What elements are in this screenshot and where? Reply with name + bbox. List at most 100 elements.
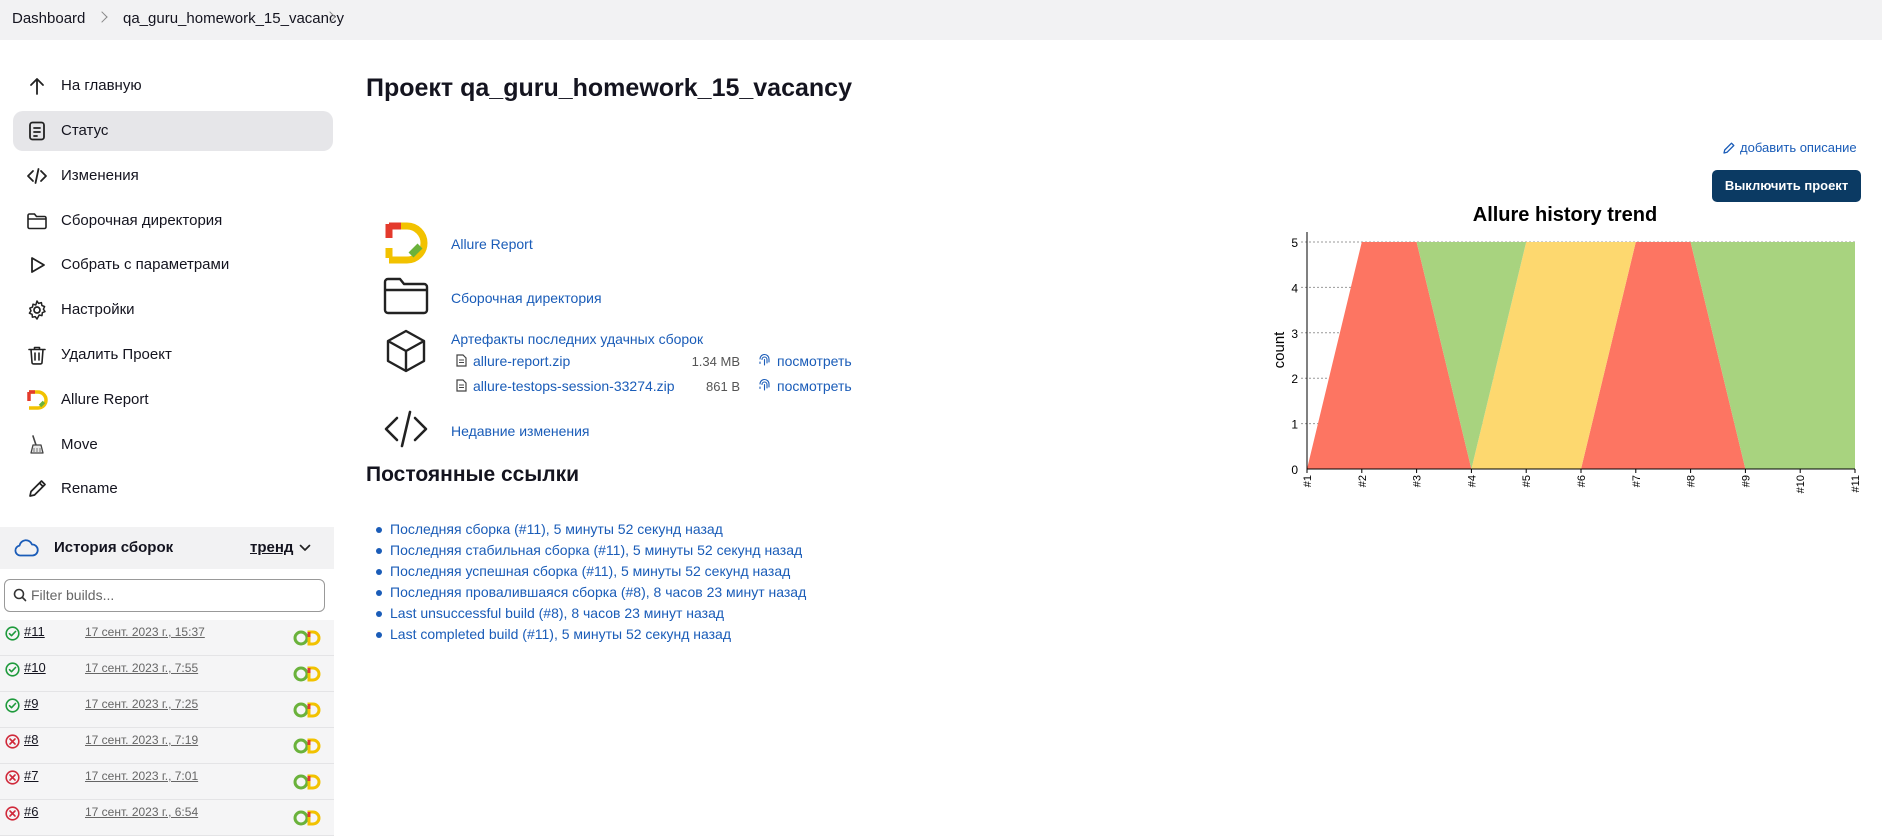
- build-date-link[interactable]: 17 сент. 2023 г., 7:19: [85, 733, 199, 747]
- add-description-link[interactable]: добавить описание: [1740, 140, 1857, 155]
- sidebar-item-label: Настройки: [61, 301, 135, 318]
- permalink-last-build[interactable]: Последняя сборка (#11), 5 минуты 52 секу…: [390, 521, 723, 537]
- sidebar-item-allure-report[interactable]: Allure Report: [13, 380, 333, 420]
- build-number-link[interactable]: #7: [24, 768, 39, 783]
- list-item: Последняя успешная сборка (#11), 5 минут…: [375, 561, 806, 582]
- allure-logo-icon: [385, 222, 428, 264]
- list-item: Последняя провалившаяся сборка (#8), 8 ч…: [375, 582, 807, 603]
- sidebar-item-label: Move: [61, 436, 98, 453]
- build-row[interactable]: #9 17 сент. 2023 г., 7:25: [0, 692, 334, 728]
- build-row[interactable]: #10 17 сент. 2023 г., 7:55: [0, 656, 334, 692]
- pencil-icon[interactable]: [1722, 141, 1736, 155]
- trend-link[interactable]: тренд: [250, 539, 294, 556]
- fingerprint-icon[interactable]: [758, 353, 771, 367]
- sidebar-item-move[interactable]: Move: [13, 425, 333, 465]
- artifact-view-link[interactable]: посмотреть: [777, 353, 852, 369]
- artifact-link[interactable]: allure-testops-session-33274.zip: [473, 378, 675, 394]
- document-icon: [29, 121, 45, 141]
- allure-trend-svg: Allure history trend count 0 1 2 3 4 5 #1 #2 #3 #…: [1271, 204, 1862, 493]
- build-date-link[interactable]: 17 сент. 2023 г., 7:01: [85, 769, 199, 783]
- allure-report-link[interactable]: Allure Report: [451, 236, 533, 252]
- breadcrumb-project[interactable]: qa_guru_homework_15_vacancy: [123, 10, 344, 27]
- sidebar-item-rename[interactable]: Rename: [13, 469, 333, 509]
- permalink-last-completed[interactable]: Last completed build (#11), 5 минуты 52 …: [390, 626, 731, 642]
- sidebar-item-delete-project[interactable]: Удалить Проект: [13, 335, 333, 375]
- allure-badge-icon[interactable]: [292, 773, 322, 791]
- permalink-last-stable[interactable]: Последняя стабильная сборка (#11), 5 мин…: [390, 542, 803, 558]
- permalink-last-unsuccessful[interactable]: Last unsuccessful build (#8), 8 часов 23…: [390, 605, 725, 621]
- allure-badge-icon[interactable]: [292, 737, 322, 755]
- build-date-link[interactable]: 17 сент. 2023 г., 6:54: [85, 805, 199, 819]
- broom-icon: [30, 435, 44, 454]
- sidebar-item-workspace[interactable]: Сборочная директория: [13, 201, 333, 241]
- chart-x-tick-label: #1: [1302, 475, 1314, 487]
- sidebar-item-home[interactable]: На главную: [13, 66, 333, 106]
- build-date-link[interactable]: 17 сент. 2023 г., 7:55: [85, 661, 199, 675]
- allure-badge-icon[interactable]: [292, 809, 322, 827]
- build-row[interactable]: #6 17 сент. 2023 г., 6:54: [0, 800, 334, 836]
- filter-builds-input[interactable]: [31, 584, 316, 606]
- build-number-link[interactable]: #9: [24, 696, 39, 711]
- build-number-link[interactable]: #10: [24, 660, 46, 675]
- sidebar-item-changes[interactable]: Изменения: [13, 156, 333, 196]
- failed-icon: [5, 770, 20, 785]
- list-item: Last completed build (#11), 5 минуты 52 …: [375, 624, 806, 645]
- disable-project-button[interactable]: Выключить проект: [1712, 170, 1861, 202]
- workspace-link[interactable]: Сборочная директория: [451, 290, 602, 306]
- artifact-view-link[interactable]: посмотреть: [777, 378, 852, 394]
- chart-title: Allure history trend: [1473, 204, 1657, 226]
- trash-icon: [28, 346, 46, 365]
- chart-areas: [1307, 242, 1855, 469]
- permalink-last-successful[interactable]: Последняя успешная сборка (#11), 5 минут…: [390, 563, 791, 579]
- folder-icon: [27, 213, 47, 230]
- success-icon: [5, 662, 20, 677]
- chart-x-tick-label: #11: [1850, 475, 1862, 493]
- build-row[interactable]: #8 17 сент. 2023 г., 7:19: [0, 728, 334, 764]
- sidebar-item-label: Статус: [61, 122, 109, 139]
- play-icon: [31, 257, 45, 273]
- sidebar-item-label: Allure Report: [61, 391, 149, 408]
- sidebar-item-label: На главную: [61, 77, 142, 94]
- allure-badge-icon[interactable]: [292, 629, 322, 647]
- code-icon: [27, 168, 47, 184]
- chart-x-tick-label: #5: [1521, 475, 1533, 487]
- chart-x-tick-label: #7: [1631, 475, 1643, 487]
- file-icon: [456, 379, 467, 392]
- list-item: Последняя стабильная сборка (#11), 5 мин…: [375, 540, 806, 561]
- sidebar-item-settings[interactable]: Настройки: [13, 290, 333, 330]
- chart-area-broken: [1307, 242, 1855, 469]
- arrow-up-icon: [30, 78, 44, 95]
- chevron-down-icon[interactable]: [299, 543, 311, 553]
- fingerprint-icon[interactable]: [758, 378, 771, 392]
- sidebar-item-status[interactable]: Статус: [13, 111, 333, 151]
- allure-badge-icon[interactable]: [292, 665, 322, 683]
- sidebar-item-label: Изменения: [61, 167, 139, 184]
- folder-icon: [383, 277, 429, 315]
- chart-y-tick-label: 3: [1291, 327, 1298, 341]
- chart-x-tick-label: #2: [1357, 475, 1369, 487]
- sidebar-item-label: Собрать с параметрами: [61, 256, 230, 273]
- build-number-link[interactable]: #6: [24, 804, 39, 819]
- allure-badge-icon[interactable]: [292, 701, 322, 719]
- permalink-last-failed[interactable]: Последняя провалившаяся сборка (#8), 8 ч…: [390, 584, 807, 600]
- chart-x-tick-label: #10: [1795, 475, 1807, 493]
- package-icon: [386, 329, 426, 373]
- build-history-title: История сборок: [54, 539, 174, 556]
- build-number-link[interactable]: #11: [24, 624, 45, 639]
- build-row[interactable]: #11 17 сент. 2023 г., 15:37: [0, 620, 334, 656]
- build-history-header: История сборок тренд: [0, 527, 334, 569]
- gear-icon: [28, 300, 46, 320]
- build-date-link[interactable]: 17 сент. 2023 г., 15:37: [85, 625, 205, 639]
- allure-trend-chart[interactable]: Allure history trend count 0 1 2 3 4 5 #1 #2 #3 #…: [1262, 198, 1862, 508]
- artifact-link[interactable]: allure-report.zip: [473, 353, 571, 369]
- chart-x-tick-label: #9: [1740, 475, 1752, 487]
- breadcrumb-dashboard[interactable]: Dashboard: [12, 10, 86, 27]
- breadcrumb: Dashboard qa_guru_homework_15_vacancy: [0, 0, 1882, 40]
- build-number-link[interactable]: #8: [24, 732, 39, 747]
- recent-changes-link[interactable]: Недавние изменения: [451, 423, 590, 439]
- build-date-link[interactable]: 17 сент. 2023 г., 7:25: [85, 697, 199, 711]
- permalinks-list: Последняя сборка (#11), 5 минуты 52 секу…: [375, 519, 807, 645]
- artifacts-link[interactable]: Артефакты последних удачных сборок: [451, 331, 704, 347]
- build-row[interactable]: #7 17 сент. 2023 г., 7:01: [0, 764, 334, 800]
- sidebar-item-build-with-params[interactable]: Собрать с параметрами: [13, 245, 333, 285]
